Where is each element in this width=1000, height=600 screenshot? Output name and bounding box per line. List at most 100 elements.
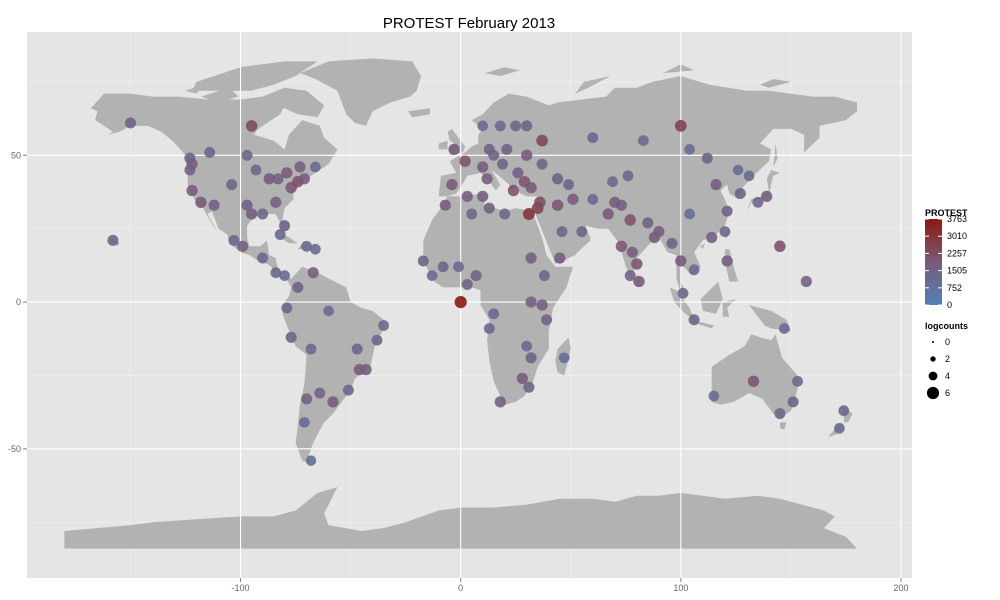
data-point: [226, 179, 238, 191]
data-point: [327, 396, 339, 408]
data-point: [281, 167, 293, 179]
color-legend-label: 752: [947, 283, 962, 293]
data-point: [301, 240, 312, 252]
data-point: [501, 143, 513, 155]
data-point: [521, 340, 533, 352]
land-arctic-islands: [192, 61, 318, 91]
data-point: [624, 270, 636, 282]
size-legend: logcounts 0 2 4 6: [925, 321, 968, 400]
data-point: [310, 161, 321, 173]
data-point: [834, 422, 845, 434]
data-point: [477, 190, 489, 203]
data-point: [204, 146, 216, 158]
data-point: [477, 161, 489, 173]
data-point: [624, 214, 636, 226]
data-point: [551, 199, 564, 211]
data-point: [481, 173, 493, 185]
data-point: [516, 372, 528, 385]
size-legend-label: 2: [945, 354, 950, 364]
land-borneo: [700, 281, 723, 314]
data-point: [674, 120, 687, 132]
data-point: [521, 120, 533, 132]
data-point: [558, 352, 570, 364]
color-legend-title: PROTEST: [925, 208, 968, 218]
land-ireland: [438, 140, 448, 150]
data-point: [378, 320, 389, 331]
data-point: [576, 226, 588, 238]
data-point: [245, 120, 258, 132]
data-point: [426, 270, 438, 281]
data-point: [494, 120, 506, 132]
data-point: [708, 390, 720, 402]
land-sulawesi: [722, 299, 736, 317]
data-point: [186, 184, 198, 197]
data-point: [622, 170, 634, 182]
data-point: [279, 220, 291, 232]
y-tick-label: 0: [16, 297, 21, 307]
data-point: [294, 161, 306, 173]
land-severnaya: [663, 64, 695, 74]
data-point: [774, 240, 786, 253]
land-svalbard: [484, 67, 521, 76]
data-point: [446, 178, 458, 191]
data-point: [721, 255, 733, 267]
data-point: [461, 190, 473, 202]
data-point: [281, 302, 293, 314]
chart-title: PROTEST February 2013: [383, 15, 555, 32]
data-point: [241, 199, 253, 211]
data-point: [752, 196, 764, 208]
data-point: [257, 252, 269, 264]
data-point: [567, 193, 579, 205]
size-legend-title: logcounts: [925, 321, 968, 331]
data-point: [536, 299, 548, 311]
size-legend-key: [928, 371, 938, 381]
data-point: [607, 176, 618, 188]
x-tick-label: 0: [458, 583, 463, 593]
data-point: [314, 387, 326, 399]
data-point: [507, 184, 520, 197]
data-point: [518, 175, 531, 188]
size-legend-label: 4: [945, 371, 950, 381]
data-point: [371, 334, 383, 346]
size-legend-key: [930, 356, 936, 362]
color-legend-label: 2257: [947, 248, 967, 258]
size-legend-key: [926, 386, 940, 400]
data-point: [536, 158, 548, 170]
data-point: [684, 208, 695, 220]
data-point: [488, 308, 500, 320]
color-legend-label: 0: [947, 300, 952, 310]
data-point: [734, 187, 746, 200]
data-point: [536, 134, 548, 147]
land-baffin: [262, 87, 325, 118]
data-point: [257, 208, 269, 220]
size-legend-key: [932, 341, 934, 343]
data-point: [666, 237, 678, 249]
land-hainan: [699, 243, 706, 249]
land-south-america: [282, 266, 384, 464]
data-point: [263, 173, 275, 185]
x-tick-label: 100: [673, 583, 688, 593]
data-point: [525, 296, 537, 308]
data-point: [310, 243, 321, 255]
data-point: [241, 149, 253, 161]
x-axis: -100 0 100 200: [232, 578, 909, 593]
data-point: [563, 179, 575, 191]
data-point: [688, 264, 700, 276]
data-point: [208, 199, 220, 211]
data-point: [483, 143, 495, 155]
land-iceland: [407, 108, 430, 118]
data-point: [626, 246, 639, 258]
data-point: [538, 270, 550, 282]
data-point: [305, 455, 317, 466]
y-tick-label: 50: [11, 150, 21, 160]
color-legend: PROTEST 0 752 1505 2257 3010 3763: [925, 208, 968, 310]
data-point: [642, 217, 654, 229]
land-masses: [64, 58, 857, 549]
data-point: [556, 226, 568, 238]
data-point: [778, 323, 790, 334]
data-point: [274, 229, 286, 240]
data-points: [107, 117, 850, 466]
data-point: [688, 314, 700, 326]
size-legend-label: 6: [945, 388, 950, 398]
